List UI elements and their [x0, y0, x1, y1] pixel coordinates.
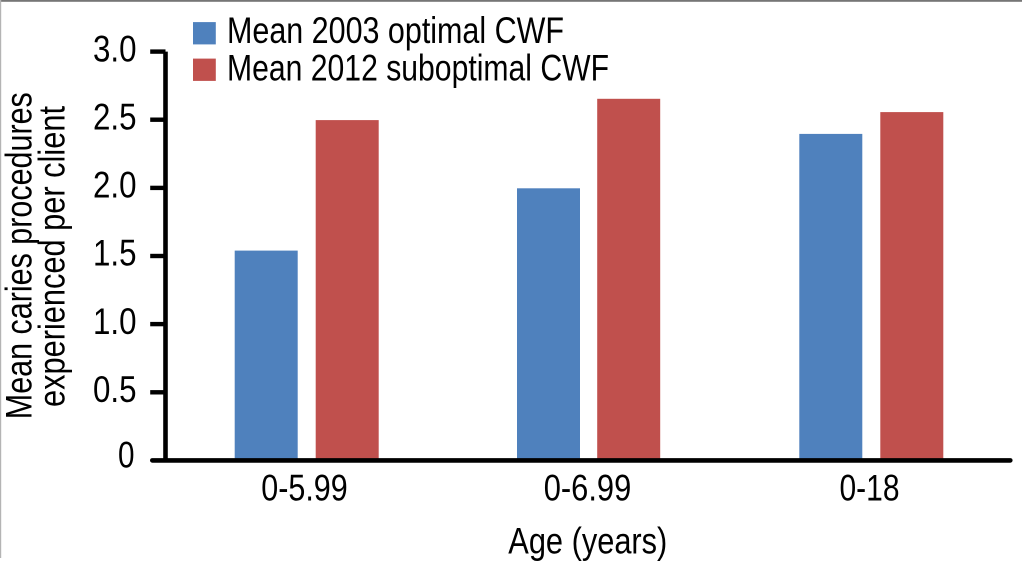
svg-text:Mean caries procedures: Mean caries procedures: [0, 92, 39, 419]
svg-text:2.5: 2.5: [93, 96, 137, 137]
svg-text:3.0: 3.0: [93, 28, 137, 69]
svg-text:Mean 2003 optimal CWF: Mean 2003 optimal CWF: [227, 10, 564, 51]
svg-text:Mean 2012 suboptimal CWF: Mean 2012 suboptimal CWF: [227, 48, 609, 89]
svg-text:1.5: 1.5: [93, 233, 137, 274]
svg-text:0: 0: [118, 435, 135, 476]
svg-text:2.0: 2.0: [93, 165, 137, 206]
svg-text:experienced per client: experienced per client: [31, 105, 72, 407]
svg-text:0.5: 0.5: [93, 369, 137, 410]
svg-text:1.0: 1.0: [93, 301, 137, 342]
svg-text:0-5.99: 0-5.99: [261, 468, 348, 509]
svg-text:Age (years): Age (years): [508, 521, 667, 562]
svg-text:0-18: 0-18: [840, 468, 900, 509]
svg-text:0-6.99: 0-6.99: [544, 468, 632, 509]
